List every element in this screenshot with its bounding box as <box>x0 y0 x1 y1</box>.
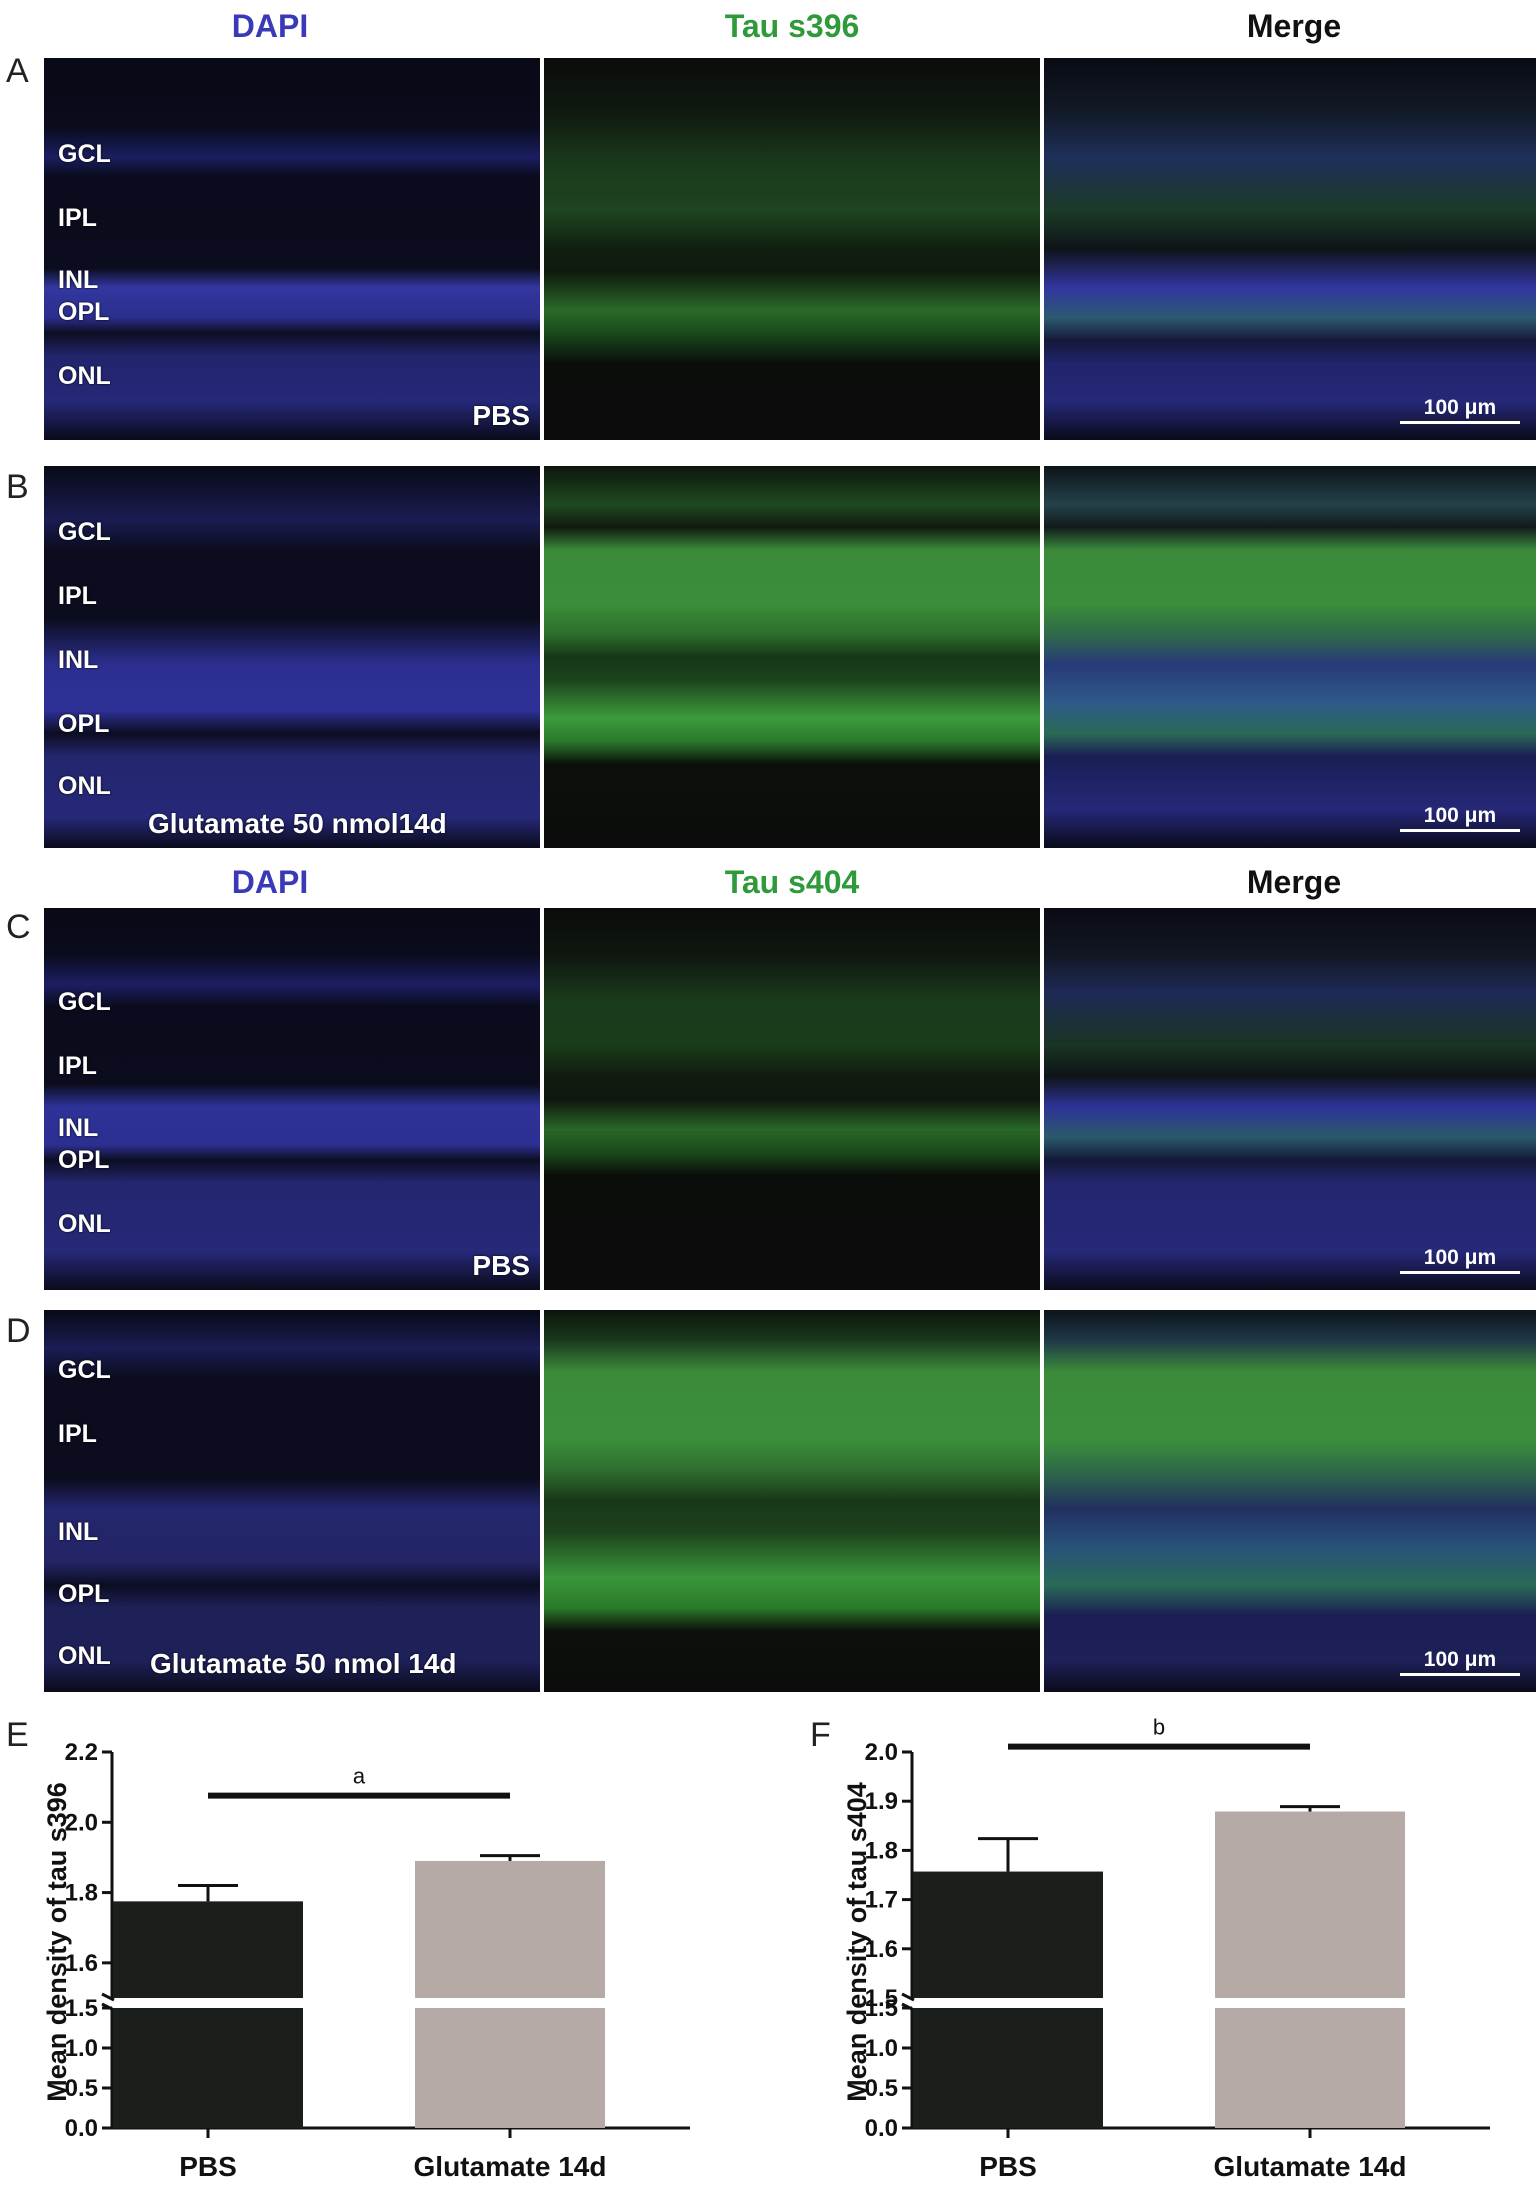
y-tick-label: 0.5 <box>865 2075 898 2102</box>
layer-label-opl: OPL <box>58 298 110 326</box>
y-tick-label: 1.6 <box>865 1936 898 1963</box>
layer-label-gcl: GCL <box>58 1356 111 1384</box>
bar <box>415 1860 605 1998</box>
layer-label-opl: OPL <box>58 710 110 738</box>
scale-bar <box>1400 1673 1520 1676</box>
bar-lower <box>913 2008 1103 2128</box>
layer-label-gcl: GCL <box>58 988 111 1016</box>
layer-label-inl: INL <box>58 266 99 294</box>
micrograph-b-dapi: GCL IPL INL OPL ONL Glutamate 50 nmol14d <box>44 466 540 848</box>
layer-label-opl: OPL <box>58 1580 110 1608</box>
significance-label: a <box>353 1764 366 1789</box>
y-tick-label: 2.0 <box>65 1809 98 1836</box>
y-tick-label: 1.9 <box>865 1788 898 1815</box>
condition-label-pbs: PBS <box>472 400 530 431</box>
layer-label-opl: OPL <box>58 1146 110 1174</box>
scale-bar-label: 100 μm <box>1423 804 1497 827</box>
micrograph-c-tau <box>544 908 1040 1290</box>
bar <box>113 1901 303 1998</box>
panel-letter-e: E <box>6 1716 29 1754</box>
panel-letter-f: F <box>810 1716 831 1754</box>
layer-label-ipl: IPL <box>58 1052 97 1080</box>
layer-label-inl: INL <box>58 1114 99 1142</box>
layer-label-ipl: IPL <box>58 1420 97 1448</box>
header-tau-s396: Tau s396 <box>724 8 860 44</box>
micrograph-b-merge: 100 μm <box>1044 466 1536 848</box>
micrograph-a-dapi: GCL IPL INL OPL ONL PBS <box>44 58 540 440</box>
bar-lower <box>113 2008 303 2128</box>
y-axis-label: Mean density of tau s404 <box>842 1782 872 2102</box>
bar-lower <box>415 2008 605 2128</box>
bar <box>1215 1811 1405 1998</box>
axis-break-mark <box>101 1992 115 2002</box>
y-tick-label: 1.5 <box>865 1985 898 2012</box>
x-tick-label: PBS <box>179 2151 237 2182</box>
layer-label-ipl: IPL <box>58 582 97 610</box>
panel-letter-b: B <box>6 468 29 506</box>
y-tick-label: 1.7 <box>865 1887 898 1914</box>
bar <box>913 1871 1103 1998</box>
micrograph-b-tau <box>544 466 1040 848</box>
layer-label-ipl: IPL <box>58 204 97 232</box>
layer-label-onl: ONL <box>58 1210 111 1238</box>
x-tick-label: Glutamate 14d <box>1214 2151 1407 2182</box>
micrograph-a-tau <box>544 58 1040 440</box>
scale-bar <box>1400 829 1520 832</box>
micrograph-d-tau <box>544 1310 1040 1692</box>
y-tick-label: 1.6 <box>65 1950 98 1977</box>
layer-label-onl: ONL <box>58 362 111 390</box>
y-tick-label: 1.8 <box>65 1880 98 1907</box>
x-tick-label: Glutamate 14d <box>414 2151 607 2182</box>
micrograph-a-merge: 100 μm <box>1044 58 1536 440</box>
significance-label: b <box>1153 1716 1165 1740</box>
header-tau-s404: Tau s404 <box>724 864 860 900</box>
layer-label-onl: ONL <box>58 1642 111 1670</box>
axis-break-mark <box>901 1992 915 2002</box>
layer-label-gcl: GCL <box>58 518 111 546</box>
layer-label-gcl: GCL <box>58 140 111 168</box>
bar-lower <box>1215 2008 1405 2128</box>
scale-bar-label: 100 μm <box>1423 396 1497 419</box>
y-tick-label: 0.0 <box>65 2115 98 2142</box>
scale-bar-label: 100 μm <box>1423 1648 1497 1671</box>
y-tick-label: 2.0 <box>865 1739 898 1766</box>
scale-bar <box>1400 421 1520 424</box>
header-merge-2: Merge <box>1246 864 1342 900</box>
y-tick-label: 0.5 <box>65 2075 98 2102</box>
bar-chart-e: 0.0 0.5 1.0 1.5 1.6 1.8 2.0 2.2 Mean density of … <box>42 1739 690 2182</box>
condition-label-glutamate: Glutamate 50 nmol 14d <box>150 1648 457 1679</box>
layer-label-inl: INL <box>58 646 99 674</box>
y-tick-label: 1.0 <box>865 2035 898 2062</box>
y-axis-label: Mean density of tau s396 <box>42 1782 72 2102</box>
micrograph-c-dapi: GCL IPL INL OPL ONL PBS <box>44 908 540 1290</box>
layer-label-inl: INL <box>58 1518 99 1546</box>
scale-bar <box>1400 1271 1520 1274</box>
panel-letter-c: C <box>6 908 31 946</box>
condition-label-glutamate: Glutamate 50 nmol14d <box>148 808 447 839</box>
panel-letter-a: A <box>6 52 29 90</box>
header-dapi-2: DAPI <box>231 864 309 900</box>
y-tick-label: 1.0 <box>65 2035 98 2062</box>
y-tick-label: 2.2 <box>65 1739 98 1766</box>
micrograph-d-merge: 100 μm <box>1044 1310 1536 1692</box>
micrograph-d-dapi: GCL IPL INL OPL ONL Glutamate 50 nmol 14… <box>44 1310 540 1692</box>
condition-label-pbs: PBS <box>472 1250 530 1281</box>
header-dapi-1: DAPI <box>231 8 309 44</box>
y-tick-label: 0.0 <box>865 2115 898 2142</box>
scale-bar-label: 100 μm <box>1423 1246 1497 1269</box>
y-tick-label: 1.8 <box>865 1837 898 1864</box>
y-tick-label: 1.5 <box>65 1995 98 2022</box>
micrograph-c-merge: 100 μm <box>1044 908 1536 1290</box>
layer-label-onl: ONL <box>58 772 111 800</box>
y-tick-label: 1.5 <box>865 1995 898 2022</box>
panel-letter-d: D <box>6 1312 31 1350</box>
header-merge-1: Merge <box>1246 8 1342 44</box>
x-tick-label: PBS <box>979 2151 1037 2182</box>
